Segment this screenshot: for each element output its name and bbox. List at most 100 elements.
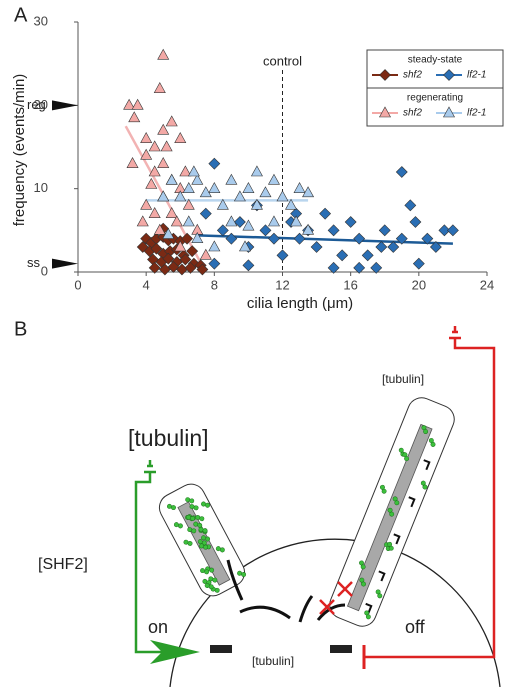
x-tick-label: 20 [412, 277, 426, 292]
tubulin-dot [199, 516, 205, 522]
point [404, 199, 417, 212]
tubulin-dot [377, 593, 383, 599]
point [344, 216, 357, 228]
x-tick-label: 0 [74, 277, 81, 292]
point [128, 111, 141, 123]
marker-arrow [52, 258, 78, 269]
point [242, 219, 255, 231]
tubulin-dot [193, 521, 199, 527]
legend-label: lf2-1 [467, 70, 486, 81]
tubulin-dot [428, 438, 434, 443]
point [170, 215, 183, 227]
tubulin-dot [420, 480, 426, 486]
tubulin-dot [202, 578, 208, 584]
arrow-head [150, 640, 200, 664]
point [216, 198, 229, 210]
point [387, 241, 400, 253]
point [242, 182, 255, 193]
tubulin-dot [195, 514, 201, 520]
point [199, 248, 212, 260]
legend-label: shf2 [403, 70, 422, 81]
tubulin-dot [402, 452, 408, 458]
cilium-left [158, 483, 247, 597]
tubulin-dot [364, 610, 370, 616]
tubulin-dot [201, 535, 206, 541]
point [233, 190, 246, 202]
label: [tubulin] [128, 425, 209, 451]
marker-label: reg [27, 97, 46, 112]
point [276, 249, 289, 262]
point [157, 48, 170, 60]
tubulin-dot [392, 496, 398, 502]
point [165, 173, 178, 185]
tubulin-dot [191, 528, 197, 534]
tubulin-dot [375, 589, 381, 595]
tubulin-dot [186, 514, 192, 520]
point [293, 182, 306, 193]
y-axis-title: frequency (events/min) [11, 74, 28, 227]
tubulin-dot [199, 543, 204, 549]
tubulin-dot [204, 569, 210, 575]
tubulin-dot [394, 500, 400, 506]
point [421, 232, 434, 245]
point [250, 165, 263, 177]
point [239, 240, 252, 252]
point [412, 257, 425, 270]
point [160, 140, 173, 152]
point [150, 242, 163, 255]
tubulin-dot [203, 544, 209, 550]
point [327, 224, 340, 237]
x-tick-label: 4 [143, 277, 150, 292]
legend-title: regenerating [407, 93, 463, 104]
battery [144, 460, 156, 474]
label: [SHF2] [38, 556, 88, 573]
legend-label: shf2 [403, 108, 422, 119]
point [302, 186, 315, 198]
point [186, 245, 199, 258]
x-axis-title: cilia length (μm) [247, 295, 353, 312]
tubulin-dot [200, 568, 206, 574]
point [148, 140, 161, 152]
point [293, 232, 306, 245]
tubulin-dot [361, 581, 366, 587]
trend-line [197, 234, 453, 245]
point [174, 240, 187, 252]
tubulin-dot [421, 425, 427, 431]
on-circuit [134, 472, 170, 654]
tubulin-dot [423, 429, 429, 435]
legend-label: lf2-1 [467, 108, 486, 119]
point [162, 252, 175, 265]
y-tick-label: 0 [41, 263, 48, 278]
tubulin-pool [330, 645, 352, 653]
point [353, 261, 366, 274]
point [310, 241, 323, 253]
point [174, 132, 187, 143]
tubulin-dot [237, 570, 243, 576]
block-x [319, 581, 353, 615]
tubulin-dot [360, 564, 366, 570]
tubulin-dot [208, 584, 214, 590]
point [267, 173, 280, 185]
label: on [148, 617, 168, 637]
tubulin-dot [404, 456, 410, 462]
tubulin-dot [193, 505, 199, 511]
point [157, 157, 170, 168]
point [268, 232, 280, 245]
tubulin-dot [205, 502, 211, 508]
tubulin-dot [212, 577, 218, 583]
point [225, 215, 238, 227]
tubulin-dot [215, 546, 221, 552]
legend-marker [379, 69, 391, 81]
legend-marker [442, 106, 456, 118]
point [136, 241, 149, 253]
marker-label: ss [27, 255, 41, 270]
arrow [226, 559, 244, 601]
point [285, 198, 298, 210]
point [409, 216, 422, 228]
point [182, 182, 195, 193]
cell-body [169, 538, 501, 687]
x-tick-label: 16 [343, 277, 357, 292]
point [140, 148, 153, 160]
point [153, 82, 166, 93]
